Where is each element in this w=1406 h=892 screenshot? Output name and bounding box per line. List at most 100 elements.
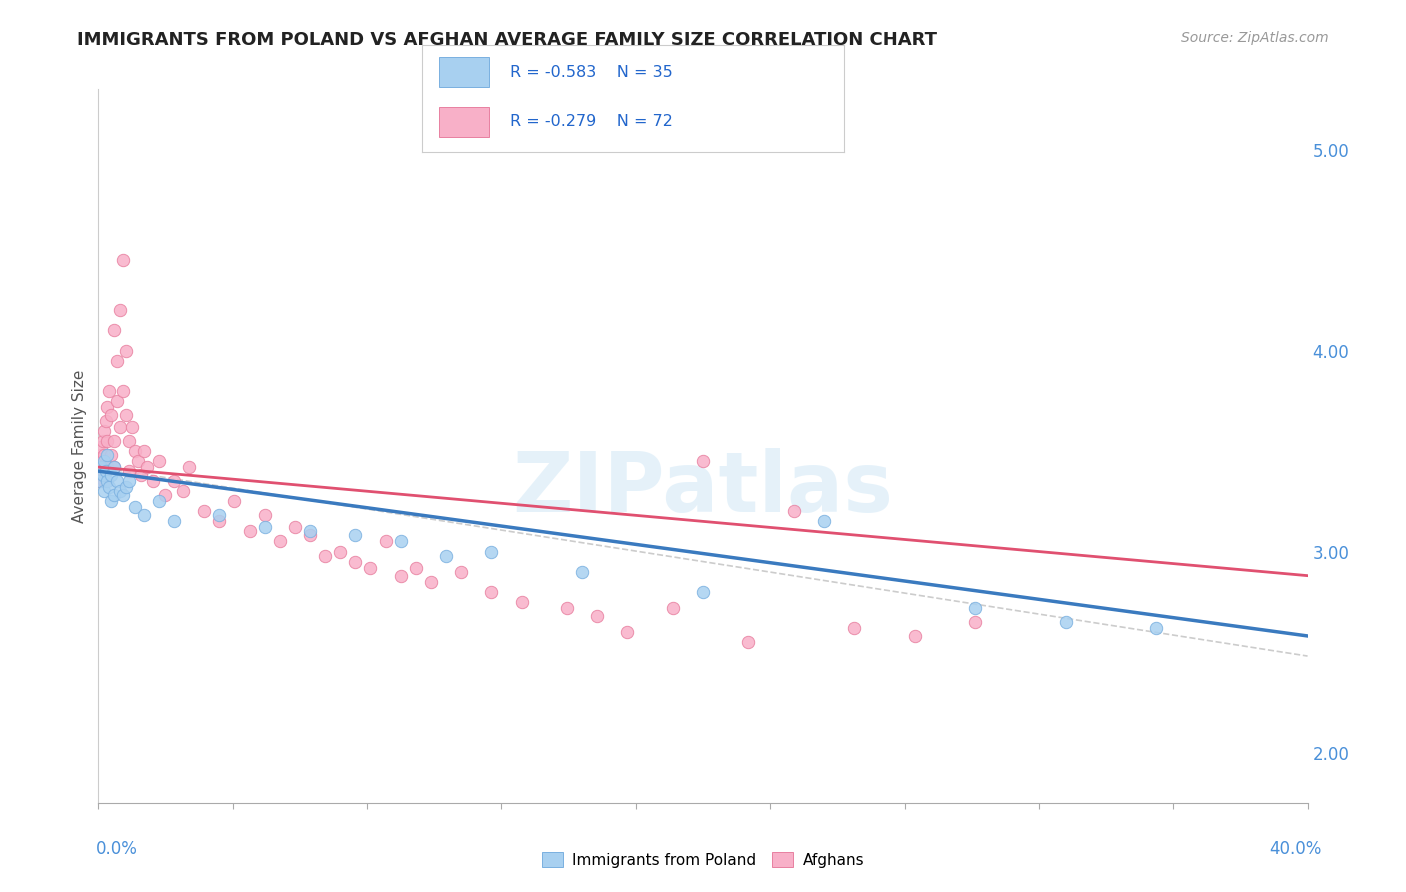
Text: R = -0.279    N = 72: R = -0.279 N = 72: [510, 114, 673, 129]
Point: [100, 468, 122, 483]
Point: [132, 444, 155, 458]
Point: [129, 468, 152, 483]
Point: [179, 460, 201, 475]
Point: [91, 454, 114, 468]
Point: [813, 515, 835, 529]
Point: [965, 615, 987, 629]
Point: [148, 494, 170, 508]
Text: Source: ZipAtlas.com: Source: ZipAtlas.com: [1181, 31, 1329, 45]
Point: [89, 460, 111, 475]
Point: [103, 460, 125, 475]
Point: [142, 474, 165, 488]
Point: [737, 635, 759, 649]
Point: [783, 504, 806, 518]
Point: [329, 544, 352, 558]
Point: [616, 624, 638, 639]
Text: 0.0%: 0.0%: [96, 840, 138, 858]
Point: [208, 508, 231, 523]
Point: [90, 448, 112, 462]
Point: [90, 468, 112, 483]
Point: [163, 515, 186, 529]
Point: [118, 474, 141, 488]
Point: [586, 608, 609, 623]
Point: [103, 323, 125, 337]
Point: [96, 434, 118, 448]
Point: [96, 400, 118, 414]
Point: [965, 600, 987, 615]
Point: [389, 568, 412, 582]
Point: [239, 524, 262, 539]
Point: [93, 474, 115, 488]
Point: [124, 444, 146, 458]
Point: [1144, 621, 1167, 635]
Point: [481, 584, 503, 599]
Point: [103, 488, 125, 502]
Point: [93, 454, 115, 468]
Point: [420, 574, 443, 589]
Point: [108, 303, 131, 318]
Point: [153, 488, 176, 502]
Point: [844, 621, 866, 635]
Point: [100, 408, 122, 422]
Point: [98, 480, 121, 494]
Point: [374, 534, 396, 549]
Point: [450, 565, 472, 579]
Point: [93, 448, 115, 462]
Point: [114, 343, 136, 358]
Point: [163, 474, 186, 488]
Point: [434, 549, 457, 563]
Point: [555, 600, 578, 615]
Point: [103, 460, 125, 475]
Point: [91, 464, 114, 478]
Point: [111, 253, 134, 268]
Point: [208, 515, 231, 529]
Point: [510, 595, 533, 609]
Point: [571, 565, 593, 579]
Point: [94, 414, 117, 428]
Bar: [439, 107, 489, 136]
Point: [481, 544, 503, 558]
Point: [118, 434, 141, 448]
Point: [314, 549, 336, 563]
Point: [105, 474, 128, 488]
Point: [148, 454, 170, 468]
Point: [344, 555, 367, 569]
Point: [193, 504, 215, 518]
Point: [91, 434, 114, 448]
Text: IMMIGRANTS FROM POLAND VS AFGHAN AVERAGE FAMILY SIZE CORRELATION CHART: IMMIGRANTS FROM POLAND VS AFGHAN AVERAGE…: [77, 31, 938, 49]
Point: [389, 534, 412, 549]
Point: [90, 440, 112, 454]
Text: R = -0.583    N = 35: R = -0.583 N = 35: [510, 65, 673, 80]
Point: [692, 584, 714, 599]
Point: [661, 600, 683, 615]
Point: [344, 528, 367, 542]
Point: [111, 488, 134, 502]
Point: [96, 448, 118, 462]
Point: [253, 508, 276, 523]
Point: [96, 460, 118, 475]
Point: [96, 474, 118, 488]
Point: [105, 393, 128, 408]
Point: [124, 500, 146, 515]
Point: [98, 384, 121, 398]
Point: [405, 560, 427, 574]
Text: 40.0%: 40.0%: [1270, 840, 1322, 858]
Y-axis label: Average Family Size: Average Family Size: [72, 369, 87, 523]
Point: [360, 560, 382, 574]
Point: [114, 480, 136, 494]
Point: [269, 534, 291, 549]
Point: [93, 484, 115, 499]
Point: [172, 484, 194, 499]
Point: [299, 528, 322, 542]
Point: [299, 524, 322, 539]
Point: [105, 353, 128, 368]
Point: [89, 474, 111, 488]
Point: [108, 420, 131, 434]
Point: [91, 468, 114, 483]
Point: [118, 464, 141, 478]
Point: [93, 424, 115, 438]
Point: [103, 434, 125, 448]
Point: [121, 420, 143, 434]
Legend: Immigrants from Poland, Afghans: Immigrants from Poland, Afghans: [536, 846, 870, 873]
Point: [114, 408, 136, 422]
